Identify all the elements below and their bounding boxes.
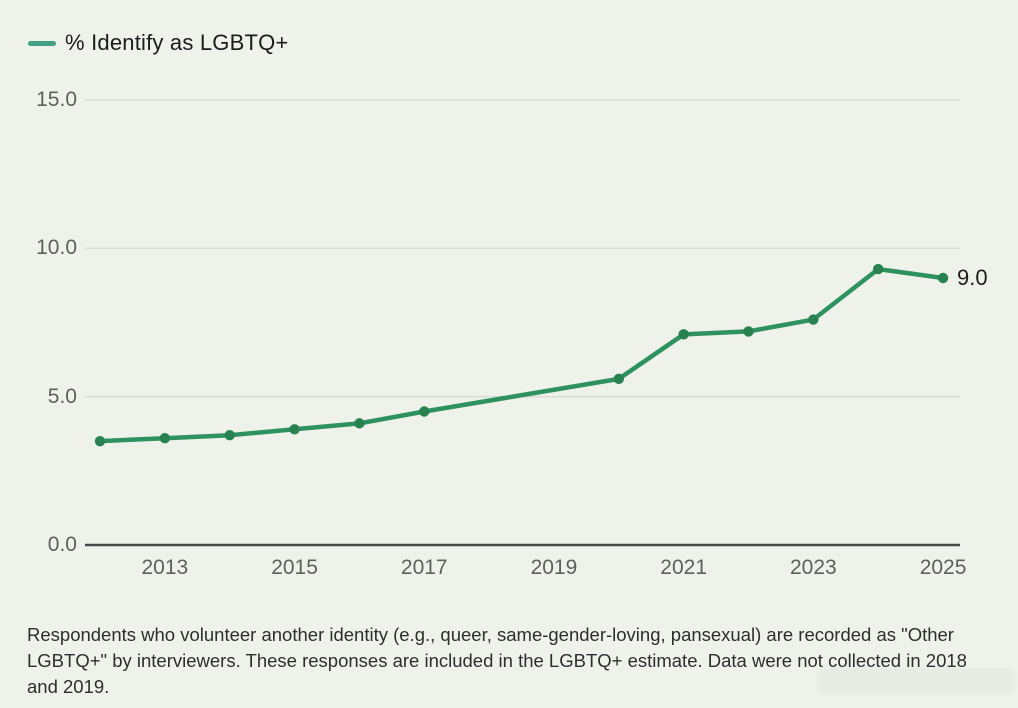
y-axis-tick-label: 5.0 — [47, 384, 77, 408]
data-point-marker — [159, 432, 171, 444]
x-axis-tick-label: 2021 — [660, 556, 707, 579]
last-point-value-label: 9.0 — [957, 265, 988, 290]
x-axis-tick-label: 2023 — [789, 556, 837, 579]
data-point-marker — [678, 329, 689, 340]
x-axis-tick-label: 2015 — [271, 556, 318, 579]
series-line — [97, 266, 946, 444]
legend-series-label: % Identify as LGBTQ+ — [65, 30, 289, 55]
data-point-marker — [613, 373, 624, 385]
x-axis-tick-label: 2017 — [400, 556, 448, 579]
data-point-marker — [419, 406, 430, 417]
data-point-marker — [94, 435, 106, 447]
x-axis-tick-label: 2013 — [141, 556, 189, 579]
chart-legend: % Identify as LGBTQ+ — [28, 29, 288, 57]
faint-watermark — [818, 668, 1014, 694]
x-axis-tick-label: 2025 — [919, 556, 967, 579]
data-point-marker — [354, 418, 365, 429]
y-axis-tick-label: 15.0 — [36, 87, 77, 111]
y-axis-tick-label: 10.0 — [36, 236, 77, 260]
data-point-marker — [743, 326, 754, 337]
y-axis-tick-label: 0.0 — [47, 533, 77, 556]
data-point-marker — [289, 424, 300, 435]
chart-footnote: Respondents who volunteer another identi… — [27, 624, 967, 697]
data-point-marker — [808, 314, 819, 325]
legend-line-swatch-icon — [28, 40, 56, 46]
data-point-marker — [937, 272, 949, 284]
data-point-marker — [224, 430, 235, 441]
data-point-marker — [873, 263, 884, 275]
x-axis-tick-label: 2019 — [530, 556, 578, 579]
